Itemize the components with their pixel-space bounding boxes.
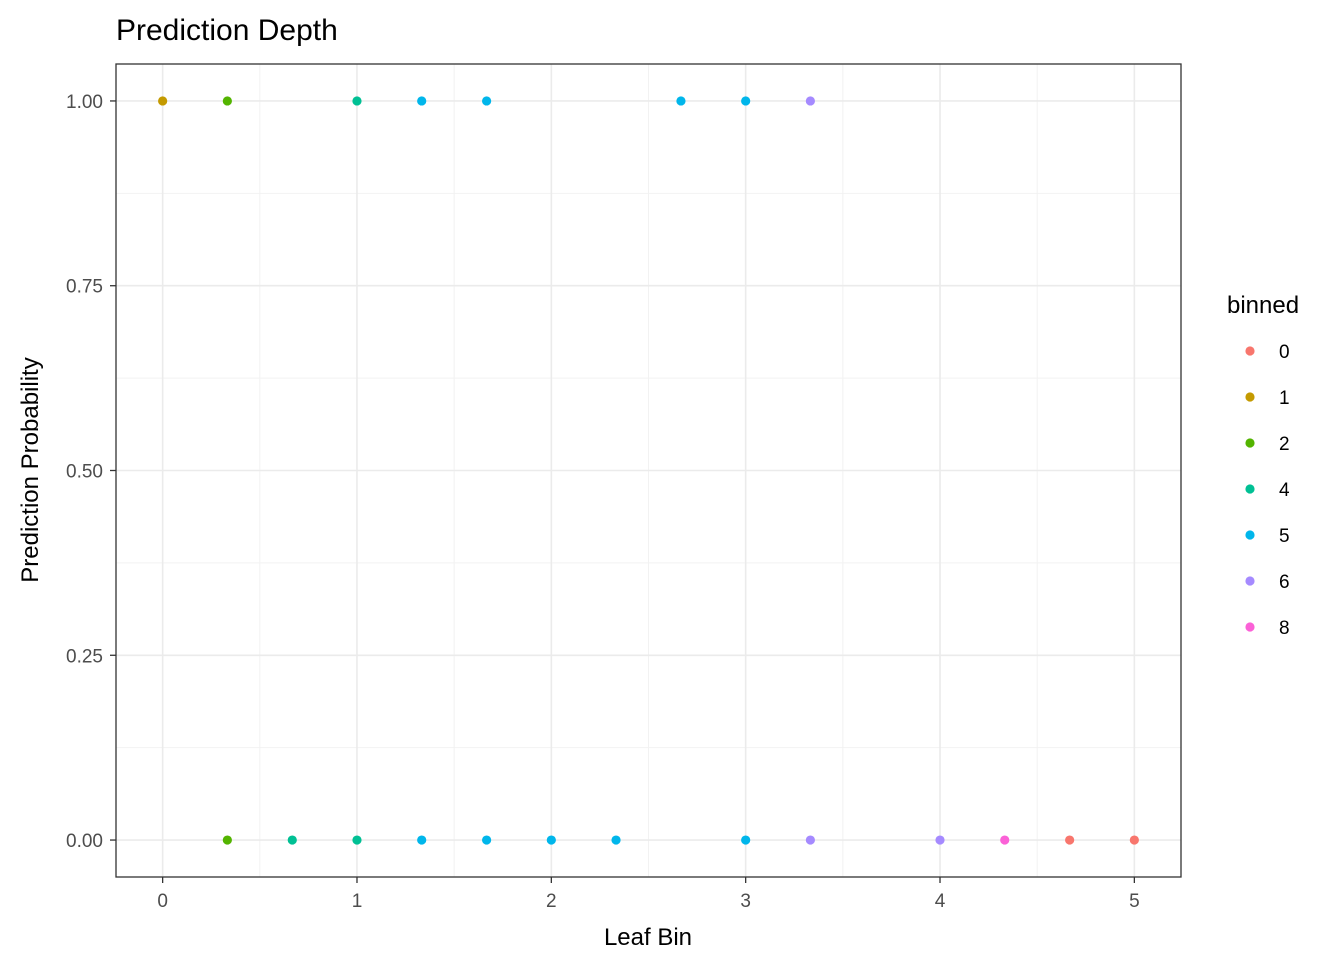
data-point-binned-2: [222, 96, 232, 106]
data-point-binned-6: [805, 835, 815, 845]
legend-key-4: [1245, 484, 1255, 494]
x-axis: 0 1 2 3 4 5: [157, 877, 1140, 912]
data-point-binned-4: [352, 835, 362, 845]
legend-key-0: [1245, 346, 1255, 356]
legend-label-5: 5: [1279, 526, 1290, 547]
data-point-binned-5: [546, 835, 556, 845]
data-point-binned-8: [1000, 835, 1010, 845]
legend: binned 0 1 2 4 5 6 8: [1227, 292, 1299, 639]
data-point-binned-5: [741, 96, 751, 106]
legend-label-0: 0: [1279, 342, 1290, 363]
x-axis-title: Leaf Bin: [604, 924, 692, 951]
legend-key-2: [1245, 438, 1255, 448]
legend-label-8: 8: [1279, 618, 1290, 639]
legend-title: binned: [1227, 292, 1299, 319]
legend-label-2: 2: [1279, 434, 1290, 455]
y-axis: 0.00 0.25 0.50 0.75 1.00: [66, 92, 116, 852]
y-axis-title: Prediction Probability: [17, 357, 44, 582]
y-tick-label: 0.50: [66, 462, 103, 483]
data-point-binned-0: [1129, 835, 1139, 845]
x-tick-label: 5: [1129, 891, 1140, 912]
data-point-binned-5: [417, 835, 427, 845]
data-point-binned-4: [352, 96, 362, 106]
legend-label-1: 1: [1279, 388, 1290, 409]
legend-key-5: [1245, 530, 1255, 540]
legend-key-1: [1245, 392, 1255, 402]
data-points: [158, 96, 1139, 845]
x-tick-label: 4: [935, 891, 946, 912]
legend-label-4: 4: [1279, 480, 1290, 501]
data-point-binned-4: [287, 835, 297, 845]
data-point-binned-1: [158, 96, 168, 106]
data-point-binned-5: [741, 835, 751, 845]
x-tick-label: 2: [546, 891, 557, 912]
legend-key-8: [1245, 622, 1255, 632]
x-tick-label: 1: [352, 891, 363, 912]
x-tick-label: 0: [157, 891, 168, 912]
legend-key-6: [1245, 576, 1255, 586]
legend-label-6: 6: [1279, 572, 1290, 593]
data-point-binned-0: [1065, 835, 1075, 845]
grid-lines: [116, 64, 1181, 877]
y-tick-label: 0.00: [66, 831, 103, 852]
data-point-binned-5: [417, 96, 427, 106]
x-tick-label: 3: [740, 891, 751, 912]
y-tick-label: 1.00: [66, 92, 103, 113]
data-point-binned-5: [676, 96, 686, 106]
data-point-binned-5: [482, 96, 492, 106]
data-point-binned-2: [222, 835, 232, 845]
data-point-binned-6: [935, 835, 945, 845]
chart-title: Prediction Depth: [116, 14, 338, 47]
data-point-binned-5: [611, 835, 621, 845]
y-tick-label: 0.25: [66, 646, 103, 667]
data-point-binned-6: [805, 96, 815, 106]
data-point-binned-5: [482, 835, 492, 845]
y-tick-label: 0.75: [66, 277, 103, 298]
